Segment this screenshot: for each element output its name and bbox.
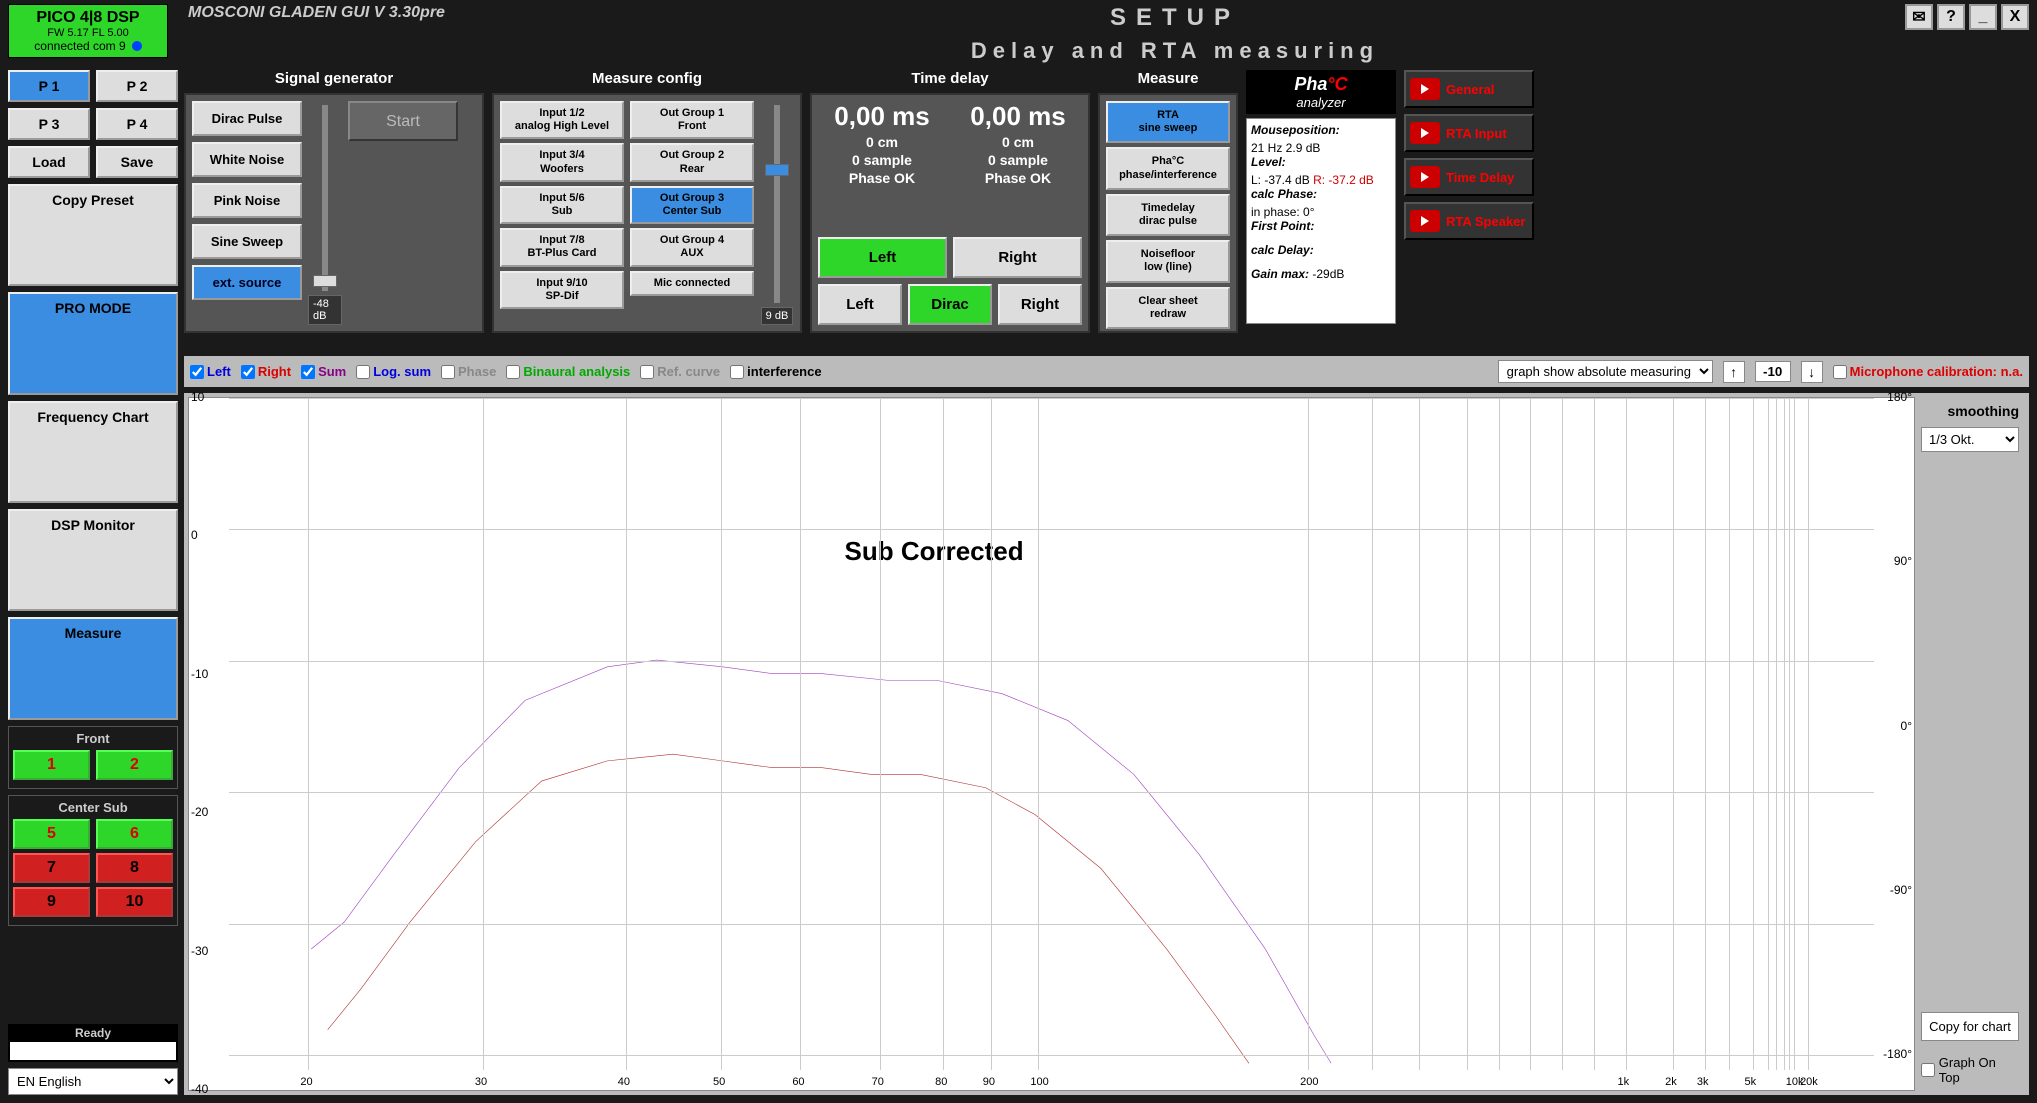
sg-dirac-pulse-button[interactable]: Dirac Pulse — [192, 101, 302, 136]
sg-slider[interactable] — [322, 105, 328, 291]
sg-white-noise-button[interactable]: White Noise — [192, 142, 302, 177]
logsum-checkbox[interactable]: Log. sum — [356, 364, 431, 379]
close-icon[interactable]: X — [2001, 4, 2029, 30]
mc-slider[interactable] — [774, 105, 780, 303]
left-button[interactable]: Left — [818, 237, 947, 278]
mc-input-4[interactable]: Input 9/10SP-Dif — [500, 271, 624, 309]
youtube-icon — [1410, 122, 1440, 144]
mail-icon[interactable]: ✉ — [1905, 4, 1933, 30]
measure-panel: Measure RTAsine sweepPha°Cphase/interfer… — [1098, 70, 1238, 350]
preset-1-button[interactable]: P 1 — [8, 70, 90, 102]
preset-3-button[interactable]: P 3 — [8, 108, 90, 140]
mc-input-0[interactable]: Input 1/2analog High Level — [500, 101, 624, 139]
channel-5[interactable]: 5 — [13, 819, 90, 849]
sidebar: P 1 P 2 P 3 P 4 Load Save Copy Preset PR… — [8, 70, 178, 1095]
offset-down-button[interactable]: ↓ — [1801, 361, 1823, 383]
sg-slider-value: -48 dB — [308, 295, 342, 325]
right-checkbox[interactable]: Right — [241, 364, 291, 379]
phase-checkbox[interactable]: Phase — [441, 364, 496, 379]
device-fw: FW 5.17 FL 5.00 — [19, 27, 157, 39]
device-conn: connected com 9 — [19, 39, 157, 53]
channel-6[interactable]: 6 — [96, 819, 173, 849]
chart-toolbar: Left Right Sum Log. sum Phase Binaural a… — [184, 356, 2029, 387]
interference-checkbox[interactable]: interference — [730, 364, 821, 379]
sg-pink-noise-button[interactable]: Pink Noise — [192, 183, 302, 218]
setup-title: SETUP Delay and RTA measuring — [445, 4, 1905, 64]
sg-sine-sweep-button[interactable]: Sine Sweep — [192, 224, 302, 259]
dsp-monitor-button[interactable]: DSP Monitor — [8, 509, 178, 611]
analyzer-logo: Pha°C analyzer — [1246, 70, 1396, 114]
mc-output-3[interactable]: Out Group 4AUX — [630, 228, 754, 266]
yt-general-link[interactable]: General — [1404, 70, 1534, 108]
load-button[interactable]: Load — [8, 146, 90, 178]
mc-input-1[interactable]: Input 3/4Woofers — [500, 143, 624, 181]
mic-cal-checkbox[interactable]: Microphone calibration: n.a. — [1833, 364, 2023, 379]
time-delay-panel: Time delay 0,00 ms 0 cm 0 sample Phase O… — [810, 70, 1090, 350]
mc-input-3[interactable]: Input 7/8BT-Plus Card — [500, 228, 624, 266]
left-checkbox[interactable]: Left — [190, 364, 231, 379]
youtube-icon — [1410, 210, 1440, 232]
copy-preset-button[interactable]: Copy Preset — [8, 184, 178, 286]
channel-2[interactable]: 2 — [96, 750, 173, 780]
channel-10[interactable]: 10 — [96, 887, 173, 917]
preset-4-button[interactable]: P 4 — [96, 108, 178, 140]
yt-time-delay-link[interactable]: Time Delay — [1404, 158, 1534, 196]
window-controls: ✉ ? _ X — [1905, 4, 2029, 30]
chart-container: Sub Corrected 100-10-20-30-40180°90°0°-9… — [184, 393, 2029, 1095]
sub-right-button[interactable]: Right — [998, 284, 1082, 325]
copy-chart-button[interactable]: Copy for chart — [1921, 1012, 2019, 1041]
mc-output-2[interactable]: Out Group 3Center Sub — [630, 186, 754, 224]
measure-0-button[interactable]: RTAsine sweep — [1106, 101, 1230, 143]
help-icon[interactable]: ? — [1937, 4, 1965, 30]
measure-1-button[interactable]: Pha°Cphase/interference — [1106, 147, 1230, 189]
chart-area[interactable]: Sub Corrected 100-10-20-30-40180°90°0°-9… — [188, 397, 1915, 1091]
mc-output-4[interactable]: Mic connected — [630, 271, 754, 296]
language-select[interactable]: EN English — [8, 1068, 178, 1095]
graph-mode-select[interactable]: graph show absolute measuring — [1498, 360, 1713, 383]
right-button[interactable]: Right — [953, 237, 1082, 278]
channel-9[interactable]: 9 — [13, 887, 90, 917]
signal-generator-panel: Signal generator Dirac PulseWhite NoiseP… — [184, 70, 484, 350]
analyzer-panel: Pha°C analyzer Mouseposition: 21 Hz 2.9 … — [1246, 70, 1396, 350]
device-name: PICO 4|8 DSP — [19, 9, 157, 27]
channel-7[interactable]: 7 — [13, 853, 90, 883]
mc-output-0[interactable]: Out Group 1Front — [630, 101, 754, 139]
yt-rta-speaker-link[interactable]: RTA Speaker — [1404, 202, 1534, 240]
mc-slider-value: 9 dB — [761, 307, 794, 325]
measure-4-button[interactable]: Clear sheetredraw — [1106, 287, 1230, 329]
save-button[interactable]: Save — [96, 146, 178, 178]
sg-ext-source-button[interactable]: ext. source — [192, 265, 302, 300]
frequency-chart-button[interactable]: Frequency Chart — [8, 401, 178, 503]
refcurve-checkbox[interactable]: Ref. curve — [640, 364, 720, 379]
mc-output-1[interactable]: Out Group 2Rear — [630, 143, 754, 181]
measure-3-button[interactable]: Noisefloorlow (line) — [1106, 240, 1230, 282]
measure-2-button[interactable]: Timedelaydirac pulse — [1106, 194, 1230, 236]
device-badge: PICO 4|8 DSP FW 5.17 FL 5.00 connected c… — [8, 4, 168, 58]
smoothing-select[interactable]: 1/3 Okt. — [1921, 427, 2019, 452]
start-button[interactable]: Start — [348, 101, 458, 141]
center-sub-group: Center Sub 5678910 — [8, 795, 178, 926]
graph-on-top-checkbox[interactable]: Graph On Top — [1921, 1055, 2019, 1085]
dirac-button[interactable]: Dirac — [908, 284, 992, 325]
measure-config-panel: Measure config Input 1/2analog High Leve… — [492, 70, 802, 350]
status-box: Ready — [8, 1024, 178, 1062]
yt-rta-input-link[interactable]: RTA Input — [1404, 114, 1534, 152]
channel-8[interactable]: 8 — [96, 853, 173, 883]
offset-up-button[interactable]: ↑ — [1723, 361, 1745, 383]
preset-2-button[interactable]: P 2 — [96, 70, 178, 102]
youtube-icon — [1410, 78, 1440, 100]
binaural-checkbox[interactable]: Binaural analysis — [506, 364, 630, 379]
measure-button[interactable]: Measure — [8, 617, 178, 719]
front-group: Front 1 2 — [8, 726, 178, 789]
pro-mode-button[interactable]: PRO MODE — [8, 292, 178, 394]
youtube-icon — [1410, 166, 1440, 188]
offset-input[interactable] — [1755, 361, 1791, 382]
channel-1[interactable]: 1 — [13, 750, 90, 780]
app-title: MOSCONI GLADEN GUI V 3.30pre — [188, 4, 445, 22]
sum-checkbox[interactable]: Sum — [301, 364, 346, 379]
sub-left-button[interactable]: Left — [818, 284, 902, 325]
mc-input-2[interactable]: Input 5/6Sub — [500, 186, 624, 224]
youtube-links: General RTA Input Time Delay RTA Speaker — [1404, 70, 1534, 350]
minimize-icon[interactable]: _ — [1969, 4, 1997, 30]
